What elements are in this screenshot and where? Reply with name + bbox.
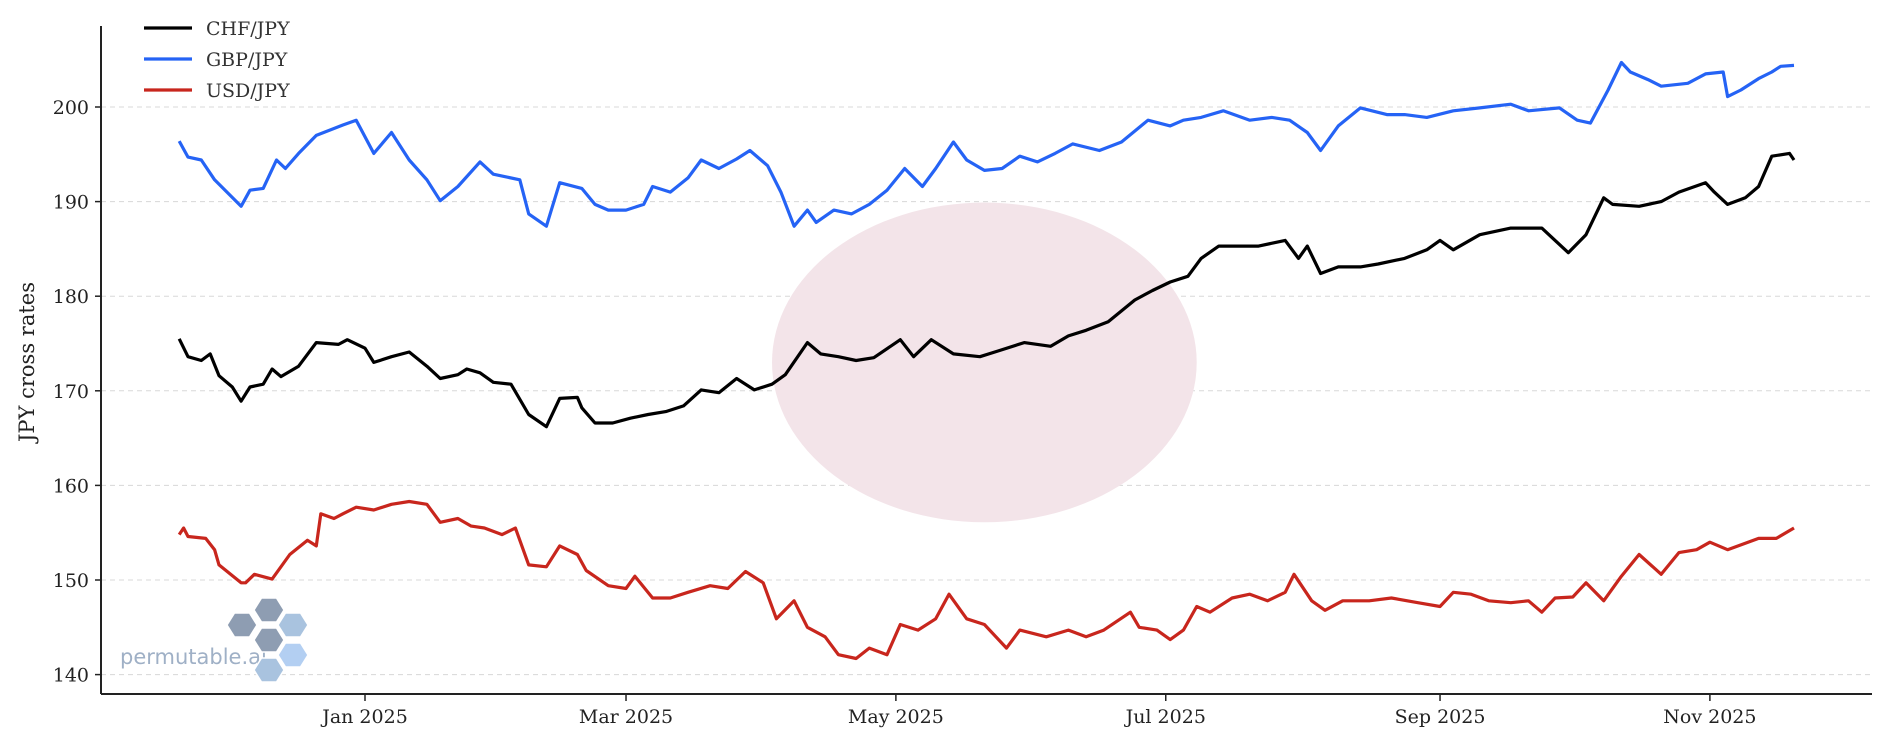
x-tick-label: Jul 2025 [1124,706,1206,728]
legend-label: USD/JPY [206,80,290,102]
series-lines [177,60,1796,661]
watermark-text: permutable.ai [120,645,267,669]
series-line-chf-jpy [177,151,1796,429]
y-tick-label: 180 [53,286,89,308]
y-tick-label: 150 [53,570,89,592]
x-tick-label: May 2025 [848,706,944,728]
highlight-ellipse [772,202,1197,523]
logo-hexagon [277,642,309,668]
series-line-gbp-jpy [177,60,1795,228]
x-tick-label: Sep 2025 [1395,706,1486,728]
series-line-usd-jpy [177,499,1795,661]
logo-hexagon [253,657,285,683]
y-tick-label: 170 [53,381,89,403]
logo-hexagon [226,612,258,638]
permutable-watermark: permutable.ai [120,597,309,683]
y-ticks: 140 150 160 170 180 190 200 [53,97,101,687]
x-tick-label: Nov 2025 [1663,706,1756,728]
x-tick-label: Jan 2025 [320,706,408,728]
y-tick-label: 190 [53,192,89,214]
y-axis-label: JPY cross rates [15,282,39,444]
logo-hexagon [253,627,285,653]
x-tick-label: Mar 2025 [579,706,673,728]
x-ticks: Jan 2025 Mar 2025 May 2025 Jul 2025 Sep 2025… [320,694,1756,728]
legend: CHF/JPY GBP/JPY USD/JPY [144,18,290,102]
legend-label: GBP/JPY [206,49,288,71]
y-tick-label: 140 [53,665,89,687]
y-tick-label: 200 [53,97,89,119]
logo-hexagon [277,612,309,638]
logo-hexagon [253,597,285,623]
axes [100,26,1872,695]
legend-label: CHF/JPY [206,18,290,40]
y-tick-label: 160 [53,475,89,497]
